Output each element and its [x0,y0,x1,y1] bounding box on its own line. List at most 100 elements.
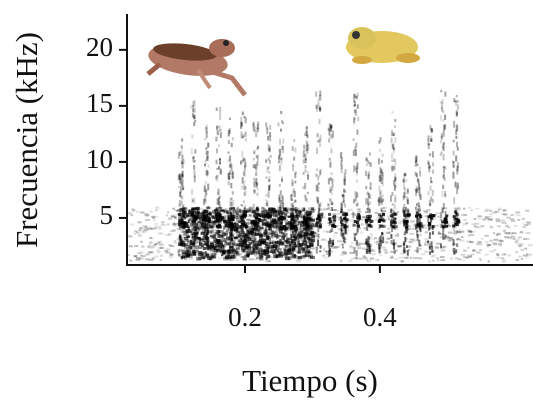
speckle [418,257,421,259]
speckle [493,239,497,241]
speckle [342,244,344,246]
speckle [355,110,357,116]
speckle [195,223,198,226]
speckle [182,204,184,208]
speckle [400,253,403,255]
speckle [443,246,447,248]
speckle [374,219,378,221]
speckle [169,256,174,258]
speckle [317,215,320,218]
speckle [415,155,417,160]
speckle [327,203,329,206]
speckle [179,200,181,207]
speckle [450,258,452,260]
speckle [200,226,204,229]
speckle [407,200,409,205]
speckle [356,204,358,207]
speckle [394,250,396,254]
speckle [501,254,504,256]
speckle [160,259,162,261]
speckle [303,172,305,175]
speckle [452,172,454,179]
speckle [210,235,213,237]
speckle [215,137,217,142]
speckle [316,168,318,171]
speckle [219,205,221,209]
speckle [317,200,319,205]
speckle [328,130,330,136]
speckle [231,197,233,199]
speckle [233,240,235,243]
speckle [191,198,193,203]
speckle [206,131,208,138]
speckle [390,195,392,202]
speckle [415,207,417,210]
speckle [265,260,270,262]
speckle [370,162,372,167]
speckle [179,211,181,213]
speckle [205,147,207,150]
speckle [355,191,357,196]
speckle [270,248,274,251]
speckle [129,260,132,262]
speckle [323,248,325,250]
speckle [455,257,458,259]
speckle [253,158,255,160]
speckle [381,218,384,221]
speckle [208,164,210,167]
speckle [339,244,341,246]
speckle [448,240,452,242]
speckle [525,256,529,258]
speckle [248,236,251,239]
speckle [442,144,444,149]
speckle [429,251,431,255]
speckle [259,233,263,237]
speckle [194,115,196,119]
speckle [341,168,343,173]
speckle [193,226,196,229]
speckle [391,154,393,159]
speckle [517,219,520,221]
speckle [455,101,457,105]
speckle [461,236,463,238]
speckle [186,251,189,254]
speckle [292,228,297,231]
speckle [282,197,284,204]
speckle [415,215,418,218]
speckle [416,203,418,206]
speckle [407,250,409,256]
speckle [328,138,330,142]
speckle [488,260,490,262]
speckle [443,125,445,131]
speckle [432,162,434,166]
speckle [403,195,405,200]
speckle [273,213,277,217]
speckle [528,238,530,240]
speckle [200,254,203,257]
speckle [305,195,307,202]
speckle [254,228,256,234]
speckle [244,214,247,217]
speckle [453,230,458,232]
speckle [212,245,214,248]
speckle [371,250,375,252]
speckle [453,239,455,246]
speckle [213,234,217,238]
speckle [206,255,208,258]
speckle [207,171,209,175]
speckle [128,212,132,214]
speckle [193,250,195,255]
speckle [419,193,421,197]
speckle [345,213,348,216]
speckle [233,209,236,212]
speckle [140,241,143,243]
speckle [379,175,381,181]
speckle [503,230,506,232]
speckle [203,247,207,250]
speckle [248,242,251,245]
speckle [298,222,302,225]
speckle [281,145,283,150]
speckle [218,166,220,169]
speckle [427,191,429,195]
speckle [394,173,396,177]
